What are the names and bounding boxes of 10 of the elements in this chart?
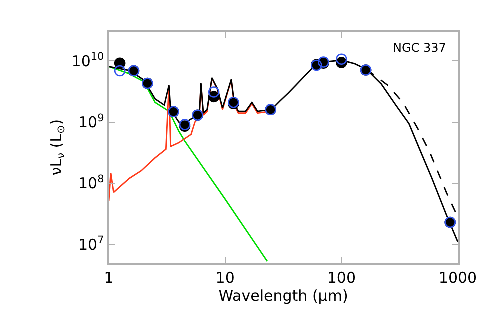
x-tick-label: 1000 <box>438 268 478 287</box>
annotation: NGC 337 <box>393 41 446 55</box>
y-tick-label: 10$^{7}$ <box>78 234 104 254</box>
x-tick-label: 1 <box>104 268 114 287</box>
x-axis-title: Wavelength (μm) <box>218 286 348 305</box>
x-tick-label: 100 <box>327 268 356 287</box>
y-tick-label: 10$^{9}$ <box>78 112 104 132</box>
y-tick-label: 10$^{10}$ <box>72 51 104 70</box>
y-tick-label: 10$^{8}$ <box>78 173 104 193</box>
x-tick-label: 10 <box>216 268 235 287</box>
